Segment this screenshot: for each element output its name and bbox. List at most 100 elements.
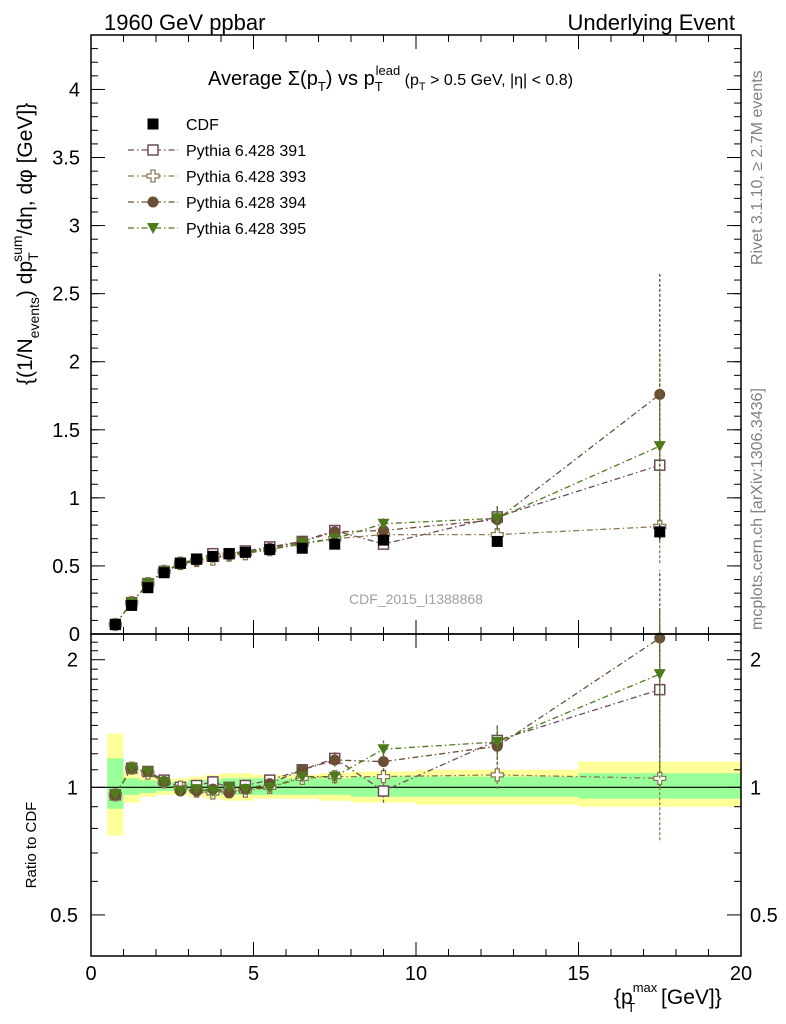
tick-label: 0.5 xyxy=(750,905,778,927)
data-point xyxy=(378,534,389,546)
legend-item: Pythia 6.428 395 xyxy=(128,221,306,238)
tick-label: 2 xyxy=(67,650,78,672)
main-panel xyxy=(108,271,667,632)
legend-marker xyxy=(147,144,159,156)
data-point xyxy=(207,550,219,562)
tick-label: 3 xyxy=(69,216,80,238)
data-point xyxy=(377,518,390,530)
data-point xyxy=(377,785,390,797)
legend-item: Pythia 6.428 394 xyxy=(128,195,306,212)
data-point xyxy=(491,513,504,525)
data-point xyxy=(491,736,504,748)
legend-marker xyxy=(147,223,159,234)
tick-label: 4 xyxy=(69,79,80,101)
tick-label: 0 xyxy=(85,963,96,985)
data-point xyxy=(142,582,154,594)
tick-label: 10 xyxy=(405,963,427,985)
tick-label: 0.5 xyxy=(52,556,80,578)
legend-marker xyxy=(147,118,159,130)
header-right: Underlying Event xyxy=(567,10,735,35)
axis-ticks: 0 0.5 1 1.5 2 2.5 3 3.5 4 0 5 10 15 20 0.5 0.5 1 1 2 2 xyxy=(50,34,778,985)
data-point xyxy=(491,535,503,547)
tick-label: 5 xyxy=(248,963,259,985)
main-ylabel: {(1/Nevents) dpTsum/dη, dφ [GeV]} xyxy=(9,103,42,385)
header-left: 1960 GeV ppbar xyxy=(104,10,265,35)
data-point xyxy=(329,538,341,550)
legend-item: Pythia 6.428 391 xyxy=(128,143,306,160)
legend-label: Pythia 6.428 395 xyxy=(186,221,306,238)
legend-label: CDF xyxy=(186,117,219,134)
band-green xyxy=(286,778,319,795)
tick-label: 1 xyxy=(67,777,78,799)
data-point xyxy=(329,754,341,766)
x-axis-label: {pmax T [GeV]} xyxy=(614,980,722,1015)
series-line xyxy=(114,393,661,625)
ratio-ylabel: Ratio to CDF xyxy=(23,802,40,889)
data-point xyxy=(206,786,219,798)
tick-label: 0.5 xyxy=(50,905,78,927)
legend-marker xyxy=(147,196,159,208)
data-point xyxy=(125,763,138,775)
data-point xyxy=(158,567,170,579)
analysis-watermark: CDF_2015_I1388868 xyxy=(349,591,483,607)
tick-label: 1 xyxy=(69,488,80,510)
data-point xyxy=(141,766,154,778)
data-point xyxy=(264,544,276,556)
band-green xyxy=(318,778,351,795)
data-point xyxy=(653,771,667,785)
data-point xyxy=(190,784,203,796)
tick-label: 15 xyxy=(567,963,589,985)
data-point xyxy=(109,789,122,801)
tick-label: 1.5 xyxy=(52,420,80,442)
data-point xyxy=(174,557,186,569)
data-point xyxy=(223,782,236,794)
data-point xyxy=(109,618,121,630)
series-pythia-6-428-395 xyxy=(109,607,666,801)
data-point xyxy=(653,441,666,453)
band-green xyxy=(123,778,140,795)
data-point xyxy=(158,776,171,788)
plot-title: Average Σ(pT) vs pTlead (pT > 0.5 GeV, |… xyxy=(208,63,573,94)
rivet-label: Rivet 3.1.10, ≥ 2.7M events xyxy=(749,70,766,265)
data-point xyxy=(126,599,138,611)
data-point xyxy=(377,744,390,756)
tick-label: 1 xyxy=(750,777,761,799)
data-point xyxy=(263,782,276,794)
data-point xyxy=(378,525,389,537)
legend-label: Pythia 6.428 391 xyxy=(186,143,306,160)
legend-item: Pythia 6.428 393 xyxy=(128,169,306,186)
data-point xyxy=(653,669,666,681)
tick-label: 2 xyxy=(69,352,80,374)
mcplots-label: mcplots.cern.ch [arXiv:1306.3436] xyxy=(749,388,766,630)
tick-label: 20 xyxy=(730,963,752,985)
tick-label: 0 xyxy=(69,624,80,646)
legend-item: CDF xyxy=(147,117,219,134)
data-point xyxy=(328,771,341,783)
data-point xyxy=(654,526,666,538)
data-point xyxy=(239,546,251,558)
data-point xyxy=(490,768,504,782)
legend-label: Pythia 6.428 393 xyxy=(186,169,306,186)
series-line xyxy=(114,767,660,796)
series-pythia-6-428-394 xyxy=(109,271,666,630)
data-point xyxy=(378,756,389,768)
ratio-panel xyxy=(108,570,667,841)
legend-marker xyxy=(146,169,160,183)
data-point xyxy=(239,784,252,796)
data-point xyxy=(174,786,187,798)
tick-label: 2 xyxy=(750,650,761,672)
series-pythia-6-428-395 xyxy=(109,350,666,631)
data-point xyxy=(296,542,308,554)
data-point xyxy=(296,771,309,783)
data-point xyxy=(191,553,203,565)
legend: CDF Pythia 6.428 391 Pythia 6.428 393 Pythi… xyxy=(128,117,306,238)
tick-label: 2.5 xyxy=(52,284,80,306)
series-cdf xyxy=(109,525,666,630)
ratio-uncertainty-bands xyxy=(91,733,741,836)
data-point xyxy=(376,769,391,784)
data-point xyxy=(223,548,235,560)
band-green xyxy=(139,780,156,793)
tick-label: 3.5 xyxy=(52,148,80,170)
legend-label: Pythia 6.428 394 xyxy=(186,195,306,212)
